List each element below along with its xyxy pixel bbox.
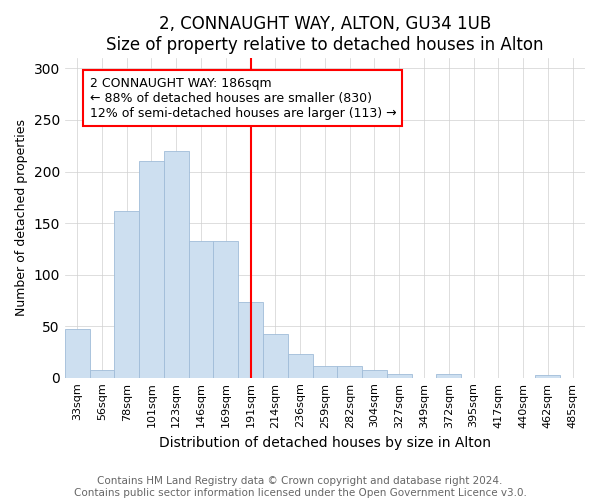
Bar bbox=[139, 161, 164, 378]
X-axis label: Distribution of detached houses by size in Alton: Distribution of detached houses by size … bbox=[159, 436, 491, 450]
Bar bbox=[288, 354, 313, 378]
Bar bbox=[313, 366, 337, 378]
Y-axis label: Number of detached properties: Number of detached properties bbox=[15, 120, 28, 316]
Bar bbox=[164, 151, 188, 378]
Bar bbox=[238, 302, 263, 378]
Bar bbox=[115, 210, 139, 378]
Bar bbox=[188, 240, 214, 378]
Bar bbox=[362, 370, 387, 378]
Bar bbox=[214, 240, 238, 378]
Text: 2 CONNAUGHT WAY: 186sqm
← 88% of detached houses are smaller (830)
12% of semi-d: 2 CONNAUGHT WAY: 186sqm ← 88% of detache… bbox=[89, 76, 396, 120]
Bar bbox=[535, 374, 560, 378]
Bar bbox=[89, 370, 115, 378]
Text: Contains HM Land Registry data © Crown copyright and database right 2024.
Contai: Contains HM Land Registry data © Crown c… bbox=[74, 476, 526, 498]
Bar bbox=[337, 366, 362, 378]
Title: 2, CONNAUGHT WAY, ALTON, GU34 1UB
Size of property relative to detached houses i: 2, CONNAUGHT WAY, ALTON, GU34 1UB Size o… bbox=[106, 15, 544, 54]
Bar bbox=[65, 329, 89, 378]
Bar bbox=[387, 374, 412, 378]
Bar bbox=[436, 374, 461, 378]
Bar bbox=[263, 334, 288, 378]
